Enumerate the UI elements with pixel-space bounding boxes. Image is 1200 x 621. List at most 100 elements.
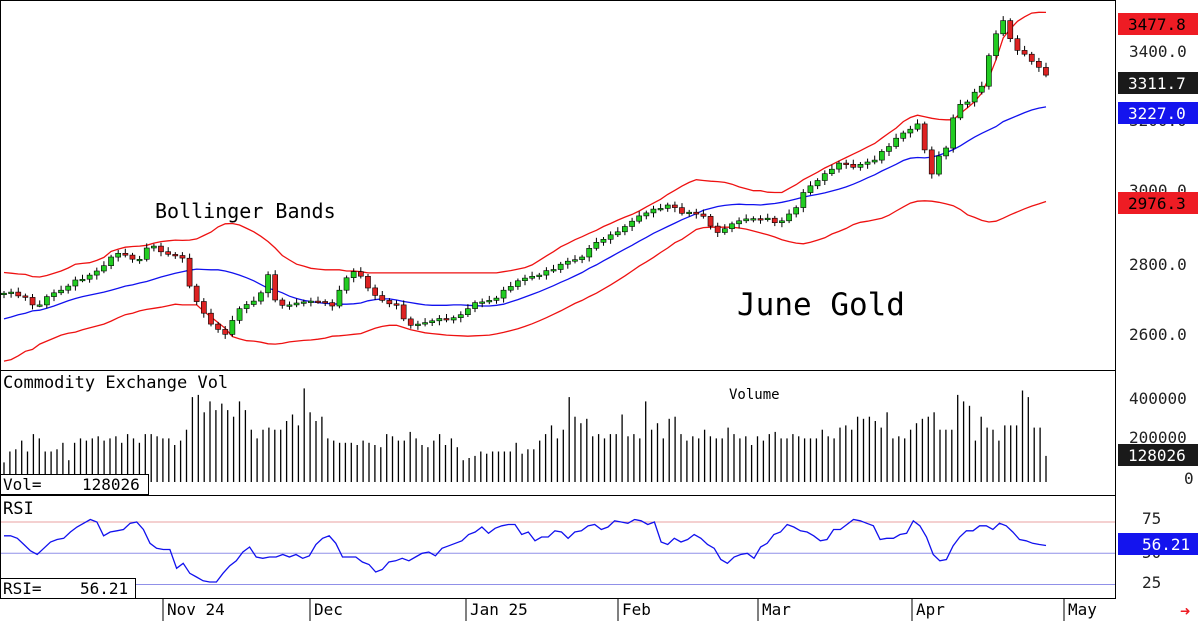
candle-body [978, 85, 985, 93]
candle-body [8, 291, 15, 294]
candle-body [572, 259, 578, 262]
candle-body [215, 323, 221, 330]
candle-body [36, 304, 43, 307]
candle-body [229, 320, 236, 335]
candle-body [407, 318, 414, 326]
candle-body [350, 271, 357, 279]
candle-body [878, 151, 885, 161]
candle-body [201, 301, 207, 314]
candle-body [600, 239, 607, 243]
candle-body [550, 269, 557, 272]
rsi-y-tick: 25 [1142, 573, 1161, 592]
candle-body [643, 212, 650, 217]
volume-tag: 128026 [1128, 446, 1186, 465]
candle-body [793, 207, 799, 215]
lower-band-tag: 2976.3 [1128, 194, 1186, 213]
candle-body [279, 299, 286, 306]
candle-body [500, 289, 507, 299]
candle-body [621, 226, 628, 233]
volume-readout-label: Vol= [3, 475, 42, 494]
candle-body [1043, 67, 1049, 76]
candle-body [365, 275, 371, 289]
candle-body [1021, 50, 1028, 55]
candle-body [957, 104, 964, 119]
candle-body [222, 329, 229, 335]
candle-body [15, 291, 22, 297]
candle-body [814, 180, 821, 187]
candle-body [315, 300, 321, 303]
price-chart-title: June Gold [737, 287, 905, 323]
volume-readout-value: 128026 [82, 475, 140, 494]
candle-body [593, 242, 600, 249]
candle-body [850, 164, 857, 168]
price-panel-frame [0, 0, 1116, 371]
volume-panel-title: Commodity Exchange Vol [3, 373, 228, 393]
candle-body [893, 137, 899, 147]
candle-body [493, 297, 500, 301]
candle-body [629, 220, 635, 227]
candle-body [250, 300, 257, 305]
candle-body [936, 155, 942, 175]
candle-body [101, 265, 107, 272]
candle-body [786, 213, 792, 222]
candle-body [757, 218, 764, 221]
rsi-tag-bg [1118, 533, 1198, 555]
x-axis-label: Nov 24 [167, 600, 225, 619]
candle-body [843, 162, 849, 165]
candle-body [29, 297, 36, 306]
candle-body [536, 274, 543, 277]
candle-body [1036, 60, 1042, 68]
candle-body [736, 220, 742, 225]
candle-body [693, 211, 700, 215]
candle-body [907, 128, 914, 134]
candle-body [543, 270, 550, 276]
x-axis-label: Dec [314, 600, 343, 619]
upper-band-tag: 3477.8 [1128, 15, 1186, 34]
rsi-plot [1, 518, 1115, 585]
candle-body [51, 292, 57, 297]
candle-body [65, 285, 72, 291]
candle-body [700, 213, 707, 217]
arrow-icon: ➜ [1180, 602, 1190, 621]
candle-body [729, 223, 735, 230]
panel-frames [0, 0, 1116, 599]
candle-body [208, 312, 214, 325]
candle-body [443, 318, 450, 321]
last-price-tag-bg [1118, 72, 1198, 94]
candle-body [415, 323, 421, 326]
candle-body [586, 248, 593, 258]
rsi-panel-title: RSI [3, 499, 34, 519]
candle-body [236, 308, 243, 321]
candle-body [307, 300, 314, 303]
candle-body [243, 304, 250, 309]
candle-body [928, 149, 935, 175]
candle-body [985, 55, 992, 87]
upper-bollinger-band [3, 11, 1047, 278]
candle-body [79, 278, 86, 282]
candle-body [686, 211, 692, 214]
candle-body [372, 287, 379, 296]
candle-body [886, 146, 892, 152]
upper-band-tag-bg [1118, 13, 1198, 35]
price-plot [1, 11, 1049, 362]
middle-bollinger-band [3, 106, 1047, 320]
candle-body [165, 251, 172, 255]
candle-body [650, 208, 657, 214]
candle-body [714, 225, 721, 233]
candle-body [764, 217, 771, 220]
candle-body [750, 218, 757, 221]
candle-body [900, 132, 907, 139]
candle-body [529, 275, 535, 279]
candle-body [172, 254, 179, 257]
price-y-tick: 2800.0 [1129, 255, 1187, 274]
volume-subtitle: Volume [729, 387, 780, 403]
candle-body [322, 301, 329, 304]
candle-body [108, 256, 114, 266]
candle-body [836, 162, 842, 170]
candle-body [393, 303, 400, 306]
price-y-tick: 2600.0 [1129, 325, 1187, 344]
candle-body [664, 204, 671, 209]
candle-body [679, 207, 685, 214]
last-price-tag: 3311.7 [1128, 74, 1186, 93]
